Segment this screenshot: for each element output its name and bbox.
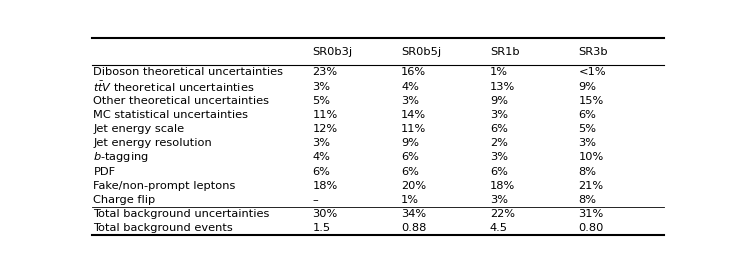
Text: 8%: 8% (579, 167, 596, 176)
Text: 18%: 18% (312, 181, 338, 191)
Text: 23%: 23% (312, 68, 337, 77)
Text: 8%: 8% (579, 195, 596, 205)
Text: Total background uncertainties: Total background uncertainties (94, 209, 270, 219)
Text: Diboson theoretical uncertainties: Diboson theoretical uncertainties (94, 68, 283, 77)
Text: 18%: 18% (490, 181, 515, 191)
Text: 10%: 10% (579, 153, 604, 162)
Text: 3%: 3% (579, 138, 596, 148)
Text: 3%: 3% (490, 110, 508, 120)
Text: 1.5: 1.5 (312, 223, 331, 233)
Text: 6%: 6% (401, 167, 419, 176)
Text: PDF: PDF (94, 167, 116, 176)
Text: <1%: <1% (579, 68, 606, 77)
Text: 3%: 3% (490, 153, 508, 162)
Text: 12%: 12% (312, 124, 337, 134)
Text: 0.88: 0.88 (401, 223, 427, 233)
Text: 6%: 6% (490, 124, 508, 134)
Text: 1%: 1% (490, 68, 508, 77)
Text: 5%: 5% (579, 124, 596, 134)
Text: 2%: 2% (490, 138, 508, 148)
Text: 9%: 9% (490, 96, 508, 106)
Text: Jet energy resolution: Jet energy resolution (94, 138, 212, 148)
Text: 6%: 6% (401, 153, 419, 162)
Text: 3%: 3% (490, 195, 508, 205)
Text: Other theoretical uncertainties: Other theoretical uncertainties (94, 96, 269, 106)
Text: 11%: 11% (401, 124, 427, 134)
Text: SR0b3j: SR0b3j (312, 47, 353, 57)
Text: 6%: 6% (312, 167, 331, 176)
Text: 11%: 11% (312, 110, 338, 120)
Text: $b$-tagging: $b$-tagging (94, 150, 149, 164)
Text: 22%: 22% (490, 209, 515, 219)
Text: 4%: 4% (401, 82, 419, 92)
Text: Fake/non-prompt leptons: Fake/non-prompt leptons (94, 181, 235, 191)
Text: 0.80: 0.80 (579, 223, 604, 233)
Text: 4.5: 4.5 (490, 223, 508, 233)
Text: –: – (312, 195, 318, 205)
Text: 21%: 21% (579, 181, 604, 191)
Text: SR1b: SR1b (490, 47, 520, 57)
Text: 30%: 30% (312, 209, 338, 219)
Text: 13%: 13% (490, 82, 515, 92)
Text: 14%: 14% (401, 110, 427, 120)
Text: MC statistical uncertainties: MC statistical uncertainties (94, 110, 249, 120)
Text: 3%: 3% (312, 138, 331, 148)
Text: 16%: 16% (401, 68, 427, 77)
Text: SR3b: SR3b (579, 47, 608, 57)
Text: 20%: 20% (401, 181, 427, 191)
Text: 9%: 9% (401, 138, 419, 148)
Text: 3%: 3% (312, 82, 331, 92)
Text: Jet energy scale: Jet energy scale (94, 124, 184, 134)
Text: $t\bar{t}V$ theoretical uncertainties: $t\bar{t}V$ theoretical uncertainties (94, 80, 255, 94)
Text: 6%: 6% (490, 167, 508, 176)
Text: 31%: 31% (579, 209, 604, 219)
Text: 1%: 1% (401, 195, 419, 205)
Text: 34%: 34% (401, 209, 427, 219)
Text: 15%: 15% (579, 96, 604, 106)
Text: Charge flip: Charge flip (94, 195, 156, 205)
Text: SR0b5j: SR0b5j (401, 47, 441, 57)
Text: Total background events: Total background events (94, 223, 233, 233)
Text: 5%: 5% (312, 96, 331, 106)
Text: 6%: 6% (579, 110, 596, 120)
Text: 4%: 4% (312, 153, 331, 162)
Text: 3%: 3% (401, 96, 419, 106)
Text: 9%: 9% (579, 82, 596, 92)
